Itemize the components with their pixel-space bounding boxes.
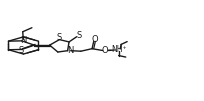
Text: S: S [77, 31, 82, 40]
Text: O: O [91, 35, 98, 44]
Text: S: S [18, 46, 23, 55]
Text: O⁻: O⁻ [102, 46, 113, 55]
Text: S: S [57, 33, 62, 42]
Text: N: N [67, 46, 73, 55]
Text: NH⁺: NH⁺ [111, 45, 126, 54]
Text: N: N [20, 36, 27, 45]
